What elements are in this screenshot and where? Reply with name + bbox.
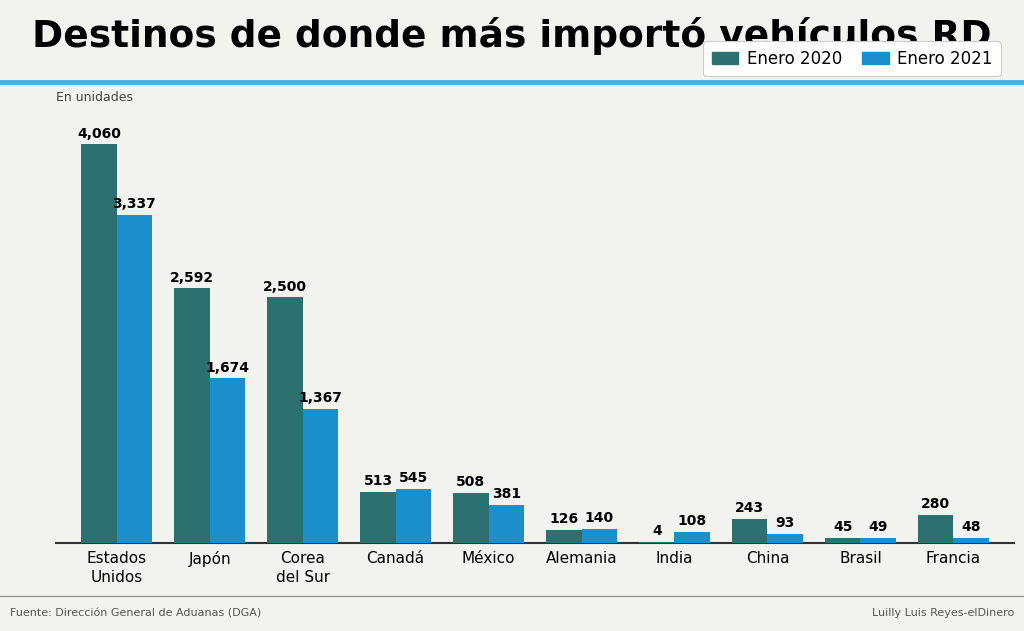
Text: 126: 126: [549, 512, 579, 526]
Text: Destinos de donde más importó vehículos RD: Destinos de donde más importó vehículos …: [32, 17, 992, 55]
Text: 545: 545: [398, 471, 428, 485]
Text: 508: 508: [457, 475, 485, 489]
Text: 93: 93: [775, 516, 795, 529]
Bar: [82, 144, 117, 543]
Bar: [860, 538, 896, 543]
Text: 280: 280: [922, 497, 950, 511]
Bar: [953, 538, 988, 543]
Bar: [825, 538, 860, 543]
Text: 49: 49: [868, 520, 888, 534]
Bar: [488, 505, 524, 543]
Text: 3,337: 3,337: [113, 198, 157, 211]
Bar: [210, 379, 245, 543]
Text: Fuente: Dirección General de Aduanas (DGA): Fuente: Dirección General de Aduanas (DG…: [10, 608, 261, 618]
Bar: [267, 297, 303, 543]
Bar: [303, 409, 338, 543]
Text: En unidades: En unidades: [56, 91, 133, 105]
Bar: [395, 489, 431, 543]
Bar: [360, 492, 395, 543]
Text: 513: 513: [364, 475, 392, 488]
Text: 2,500: 2,500: [263, 280, 307, 293]
Bar: [767, 534, 803, 543]
Text: 48: 48: [962, 520, 981, 534]
Bar: [732, 519, 767, 543]
Text: 2,592: 2,592: [170, 271, 214, 285]
Bar: [454, 493, 488, 543]
Text: 108: 108: [678, 514, 707, 528]
Bar: [174, 288, 210, 543]
Text: 140: 140: [585, 511, 613, 525]
Text: 4: 4: [652, 524, 662, 538]
Bar: [546, 530, 582, 543]
Text: 1,367: 1,367: [298, 391, 342, 404]
Text: 1,674: 1,674: [206, 360, 250, 375]
Bar: [117, 215, 152, 543]
Bar: [582, 529, 616, 543]
Text: 45: 45: [833, 521, 852, 534]
Text: 4,060: 4,060: [77, 127, 121, 141]
Legend: Enero 2020, Enero 2021: Enero 2020, Enero 2021: [703, 41, 1000, 76]
Text: 243: 243: [735, 501, 764, 515]
Bar: [919, 515, 953, 543]
Text: 381: 381: [492, 487, 521, 502]
Bar: [675, 532, 710, 543]
Text: Luilly Luis Reyes-elDinero: Luilly Luis Reyes-elDinero: [871, 608, 1014, 618]
